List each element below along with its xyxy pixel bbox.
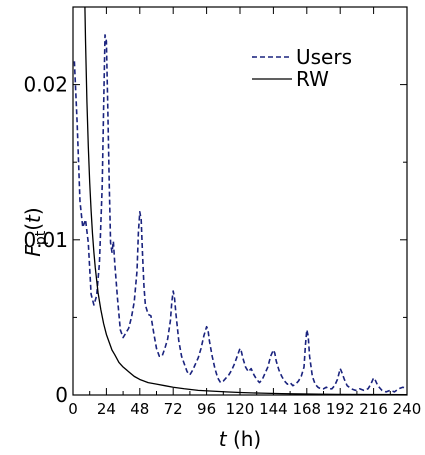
x-tick-label: 168	[292, 400, 321, 418]
x-tick-label: 120	[226, 400, 255, 418]
x-tick-label: 24	[97, 400, 116, 418]
x-tick-label: 48	[130, 400, 149, 418]
legend-label-users: Users	[296, 45, 352, 69]
series-line-rw	[84, 7, 407, 395]
x-tick-label: 0	[68, 400, 78, 418]
legend-label-rw: RW	[296, 67, 329, 91]
x-tick-label: 72	[164, 400, 183, 418]
y-axis-label: Fpt(t)	[21, 207, 49, 256]
series-line-users	[73, 34, 407, 393]
x-tick-label: 240	[393, 400, 422, 418]
y-tick-label: 0.02	[23, 73, 68, 97]
x-tick-label: 192	[326, 400, 355, 418]
x-tick-label: 216	[359, 400, 388, 418]
x-tick-label: 144	[259, 400, 288, 418]
plot-area: 0 24 48 72 96 120 144 168 192 216 240 0 0.01 0.02 User…	[23, 6, 422, 418]
y-tick-label: 0.01	[23, 228, 68, 252]
y-tick-label: 0	[55, 383, 68, 407]
x-axis-label: t (h)	[219, 427, 261, 451]
x-tick-label: 96	[197, 400, 216, 418]
